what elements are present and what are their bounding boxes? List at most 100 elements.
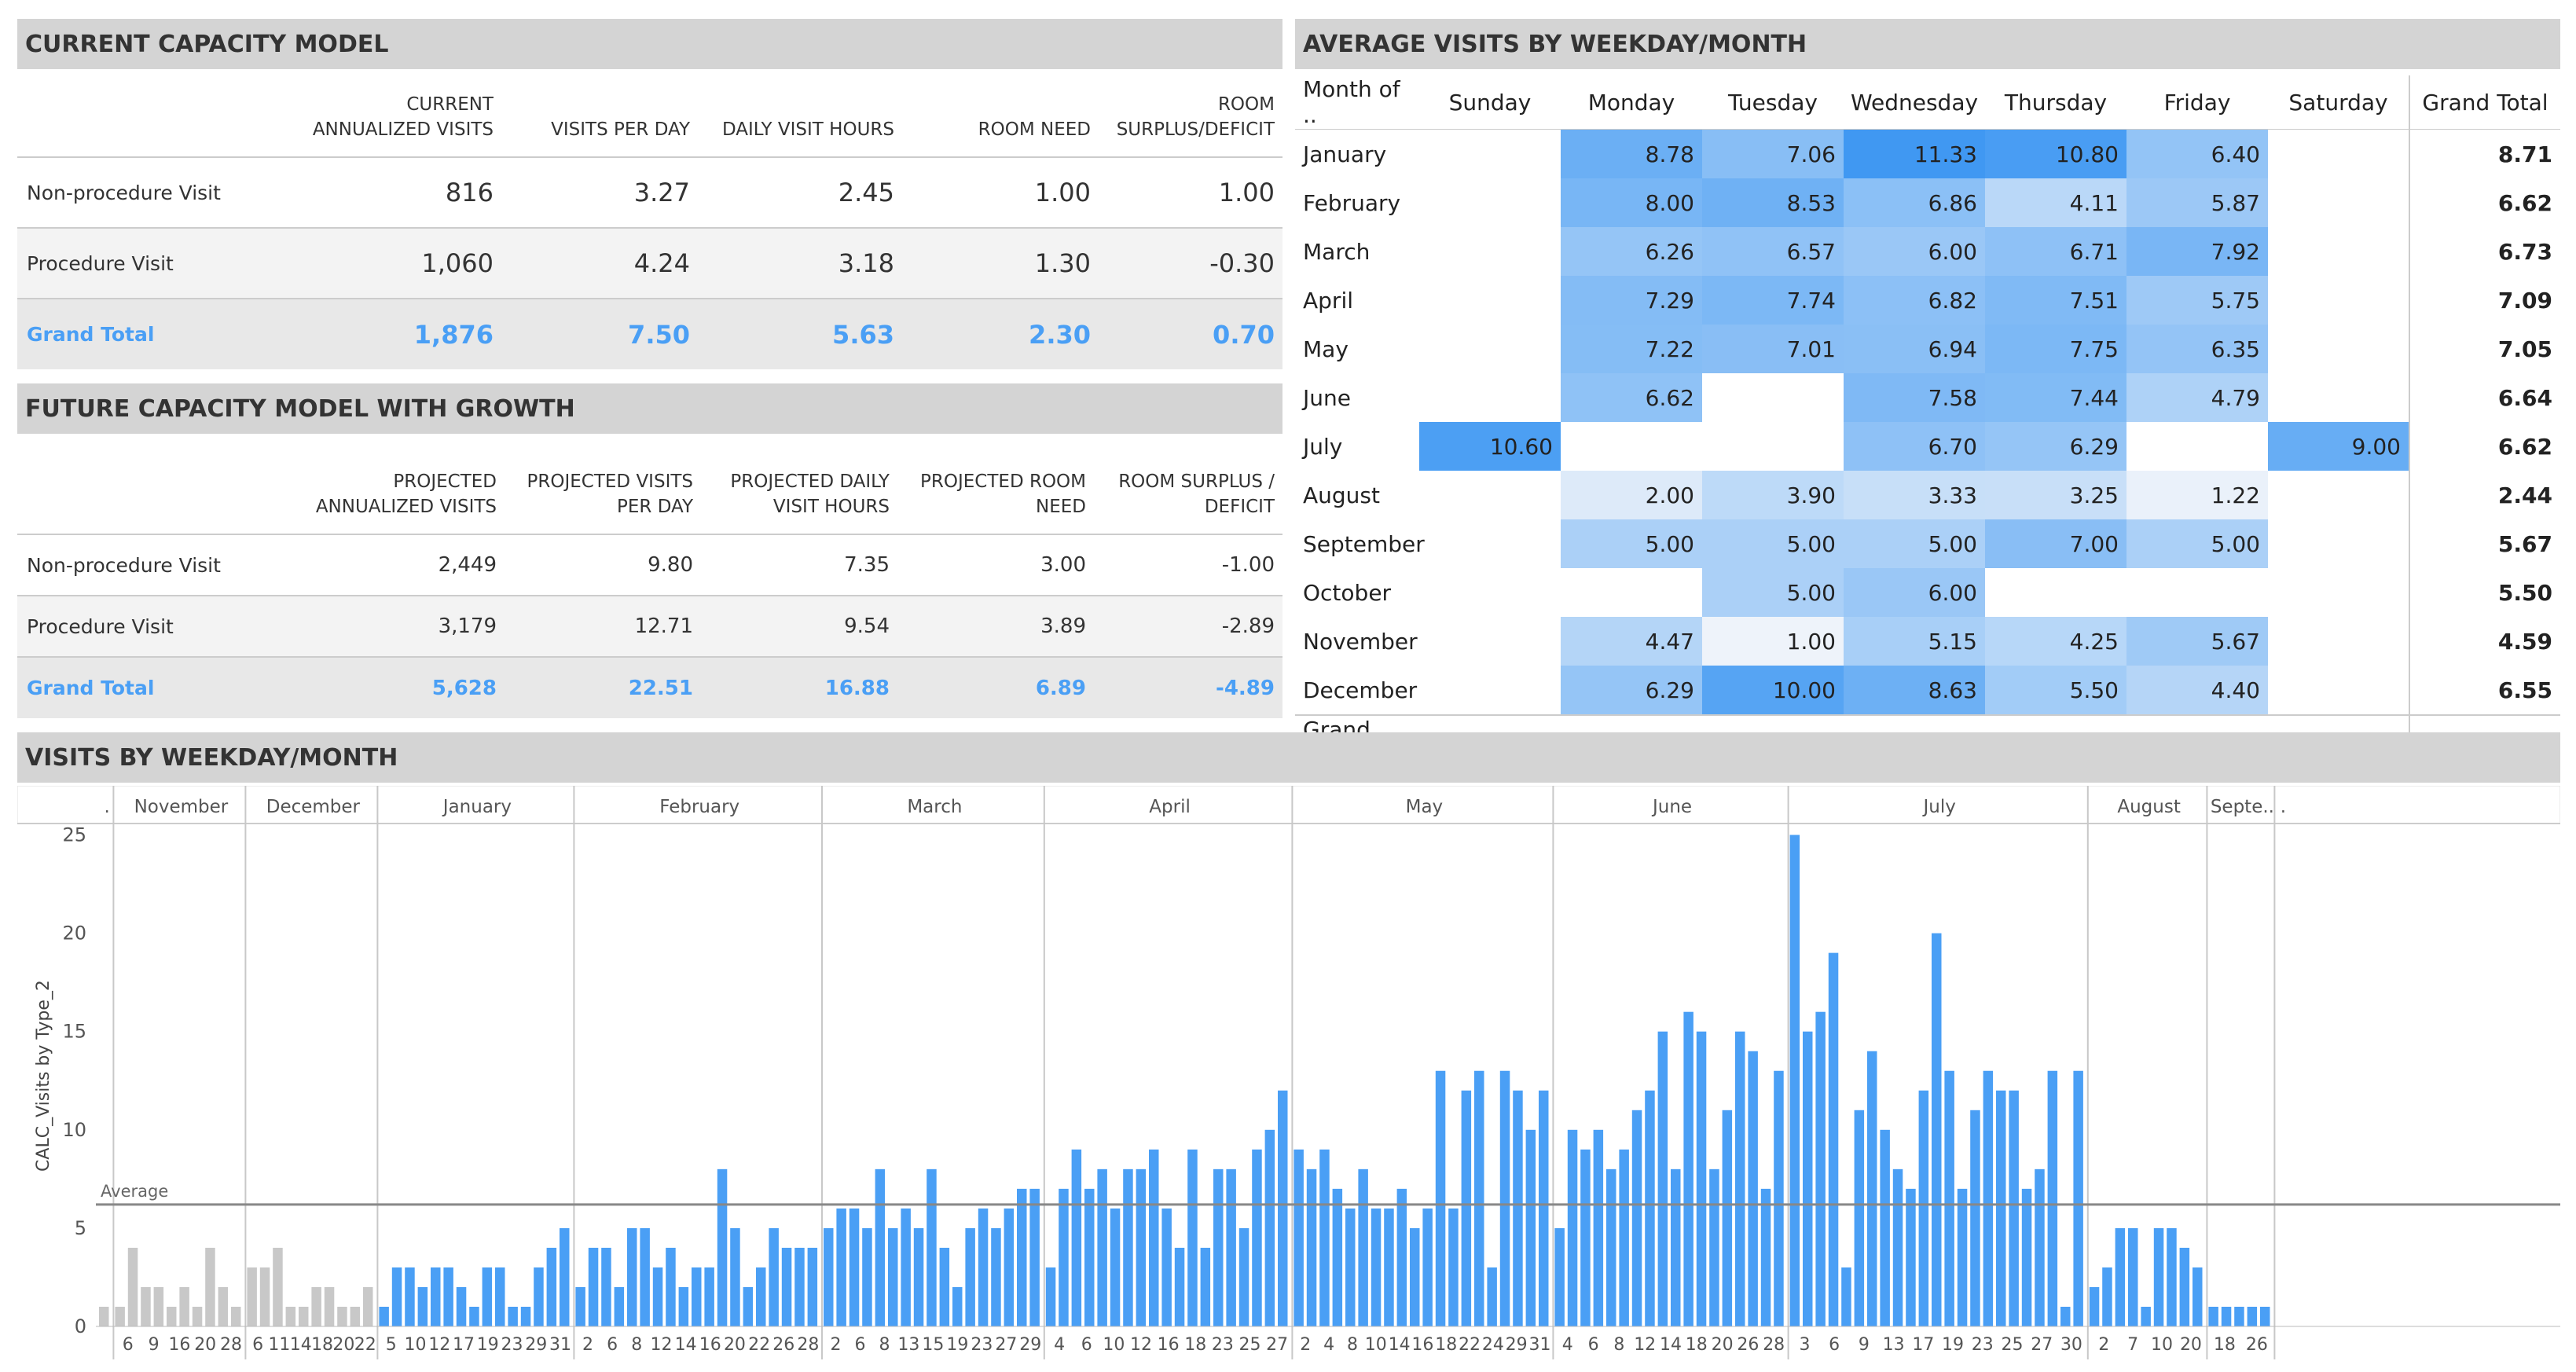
bar: [1513, 1090, 1523, 1326]
x-tick-label: 19: [477, 1335, 499, 1355]
bar: [1970, 1110, 1980, 1326]
bar: [1123, 1168, 1133, 1326]
x-tick-label: 18: [2214, 1335, 2236, 1355]
bar: [1567, 1129, 1578, 1326]
cell-value: 1.30: [902, 227, 1099, 299]
x-tick-label: 2: [830, 1335, 841, 1355]
bar: [2047, 1070, 2058, 1326]
bar: [2179, 1247, 2190, 1326]
bar: [1539, 1090, 1549, 1326]
heatmap-cell: 6.70: [1844, 422, 1985, 471]
cell-value: 1,060: [284, 227, 501, 299]
x-tick-label: 7: [2127, 1335, 2138, 1355]
x-tick-label: 20: [332, 1335, 354, 1355]
row-grand-total: 6.64: [2409, 373, 2560, 422]
future-capacity-table: PROJECTED ANNUALIZED VISITS PROJECTED VI…: [17, 440, 1282, 718]
bar: [405, 1267, 415, 1326]
x-tick-label: 26: [2246, 1335, 2268, 1355]
heatmap-cell: 5.15: [1844, 617, 1985, 666]
bar: [218, 1286, 229, 1326]
heatmap-cell: 6.40: [2126, 129, 2268, 178]
row-grand-total: 5.67: [2409, 519, 2560, 568]
x-tick-label: 5: [386, 1335, 397, 1355]
x-tick-label: 10: [405, 1335, 427, 1355]
row-label-header: [17, 440, 300, 534]
bar: [1213, 1168, 1224, 1326]
column-header: PROJECTED ROOM NEED: [920, 471, 1086, 517]
y-tick-label: 15: [62, 1021, 86, 1043]
month-label: July: [1303, 433, 1343, 460]
heatmap-cell: [2268, 276, 2409, 325]
x-tick-label: 20: [724, 1335, 746, 1355]
x-tick-label: 29: [1506, 1335, 1528, 1355]
heatmap-cell: 3.90: [1702, 471, 1844, 519]
heatmap-cell: 7.75: [1985, 325, 2126, 373]
bar: [1645, 1090, 1655, 1326]
month-label: December: [1303, 677, 1418, 703]
x-tick-label: 12: [1130, 1335, 1152, 1355]
bar: [311, 1286, 321, 1326]
bar: [1593, 1129, 1604, 1326]
heatmap-cell: 5.50: [1985, 666, 2126, 715]
row-label: Procedure Visit: [17, 227, 284, 299]
x-tick-label: 10: [1103, 1335, 1125, 1355]
heatmap-cell: 7.58: [1844, 373, 1985, 422]
heatmap-table: Month of .. Sunday Monday Tuesday Wednes…: [1295, 75, 2560, 769]
heatmap-cell: 2.00: [1561, 471, 1702, 519]
bar: [1332, 1188, 1343, 1326]
grand-total-value: 2.30: [902, 298, 1099, 369]
bar: [1474, 1070, 1484, 1326]
heatmap-cell: 7.22: [1561, 325, 1702, 373]
heatmap-cell: 11.33: [1844, 129, 1985, 178]
bar: [1396, 1188, 1407, 1326]
bar: [652, 1267, 663, 1326]
column-header: PROJECTED DAILY VISIT HOURS: [730, 471, 890, 517]
bar: [1059, 1188, 1069, 1326]
bar: [1200, 1247, 1211, 1326]
heatmap-cell: [1419, 130, 1561, 179]
bar: [273, 1247, 283, 1326]
bar: [1774, 1070, 1784, 1326]
bar: [2073, 1070, 2083, 1326]
x-tick-label: 28: [1763, 1335, 1785, 1355]
heatmap-row: August 2.00 3.90 3.33 3.25 1.22 2.44: [1295, 471, 2560, 519]
bar: [1957, 1188, 1968, 1326]
bar: [2060, 1306, 2071, 1326]
heatmap-title: AVERAGE VISITS BY WEEKDAY/MONTH: [1295, 19, 2560, 69]
x-tick-label: 8: [879, 1335, 890, 1355]
bar: [1448, 1208, 1459, 1326]
x-tick-label: 19: [1942, 1335, 1964, 1355]
heatmap-cell: 5.00: [2126, 519, 2268, 568]
heatmap-cell: [1561, 568, 1702, 617]
row-label: Procedure Visit: [17, 595, 300, 657]
heatmap-cell: 7.29: [1561, 276, 1702, 325]
bar: [836, 1208, 846, 1326]
x-tick-label: 27: [995, 1335, 1017, 1355]
bar: [127, 1247, 138, 1326]
bar: [875, 1168, 886, 1326]
bar: [1619, 1149, 1629, 1326]
month-header[interactable]: Month of ..: [1295, 75, 1419, 130]
bar: [1294, 1149, 1304, 1326]
month-label: January: [1303, 141, 1387, 167]
bar: [1815, 1011, 1826, 1326]
x-tick-label: 16: [1158, 1335, 1180, 1355]
x-tick-label: 30: [2060, 1335, 2082, 1355]
bar: [666, 1247, 676, 1326]
bar: [205, 1247, 215, 1326]
bar: [2021, 1188, 2032, 1326]
bar: [1004, 1208, 1015, 1326]
bar: [888, 1227, 898, 1326]
heatmap-cell: 6.26: [1561, 227, 1702, 276]
x-tick-label: 6: [1829, 1335, 1840, 1355]
heatmap-cell: 5.87: [2126, 178, 2268, 227]
bar: [614, 1286, 625, 1326]
bar: [1238, 1227, 1249, 1326]
weekday-header: Tuesday: [1702, 75, 1844, 130]
bar: [1789, 835, 1800, 1326]
heatmap-row: July 10.60 6.70 6.29 9.00 6.62: [1295, 422, 2560, 471]
row-label: Non-procedure Visit: [17, 156, 284, 228]
heatmap-cell: 8.00: [1561, 178, 1702, 227]
bar: [1278, 1090, 1288, 1326]
x-tick-label: 31: [549, 1335, 571, 1355]
